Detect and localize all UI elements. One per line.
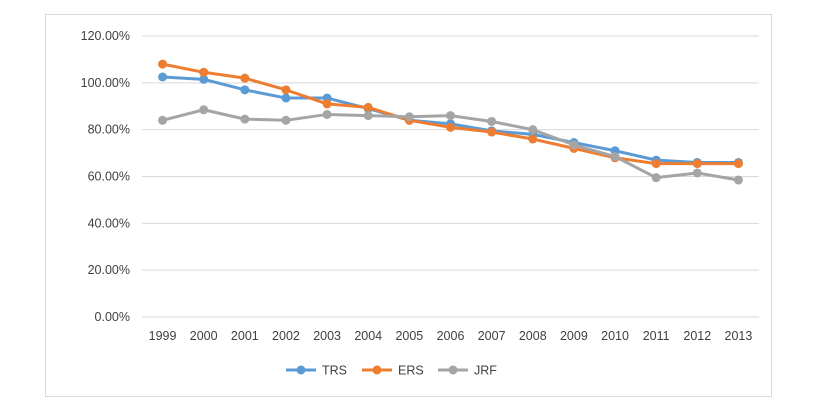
data-point-ers — [199, 67, 209, 77]
x-tick-label: 2005 — [395, 329, 423, 343]
data-point-jrf — [363, 111, 373, 121]
data-point-ers — [281, 85, 291, 95]
data-point-jrf — [733, 175, 743, 185]
x-tick-label: 2013 — [725, 329, 753, 343]
x-tick-label: 2010 — [601, 329, 629, 343]
x-tick-label: 2001 — [231, 329, 259, 343]
x-tick-label: 2007 — [478, 329, 506, 343]
x-tick-label: 2003 — [313, 329, 341, 343]
data-point-trs — [158, 72, 168, 82]
x-tick-label: 2011 — [643, 329, 670, 343]
y-tick-label: 0.00% — [95, 310, 130, 324]
data-point-ers — [446, 122, 455, 132]
data-point-ers — [692, 159, 702, 169]
data-point-jrf — [692, 168, 702, 178]
y-tick-label: 100.00% — [81, 76, 130, 90]
legend-marker-ers — [372, 365, 382, 375]
x-tick-label: 2009 — [560, 329, 588, 343]
x-tick-label: 2000 — [190, 329, 218, 343]
data-point-jrf — [322, 109, 332, 119]
legend-label-ers: ERS — [398, 364, 424, 378]
data-point-jrf — [281, 115, 291, 125]
data-point-ers — [651, 159, 661, 169]
data-point-ers — [487, 127, 497, 137]
x-tick-label: 2008 — [519, 329, 547, 343]
data-point-ers — [528, 134, 538, 144]
legend-marker-trs — [296, 365, 306, 375]
data-point-ers — [240, 73, 250, 83]
data-point-trs — [199, 74, 209, 84]
data-point-jrf — [158, 115, 168, 125]
line-chart: 0.00% 20.00% 40.00% 60.00% 80.00% 100.00% 120.… — [81, 29, 759, 378]
data-point-jrf — [569, 140, 579, 150]
data-point-jrf — [404, 112, 414, 122]
x-tick-label: 2012 — [683, 329, 711, 343]
data-point-trs — [281, 93, 291, 103]
legend-label-jrf: JRF — [474, 364, 497, 378]
x-tick-label: 2002 — [272, 329, 300, 343]
data-point-jrf — [528, 125, 538, 135]
legend-label-trs: TRS — [322, 364, 347, 378]
data-point-jrf — [651, 173, 661, 183]
legend-marker-jrf — [448, 365, 458, 375]
data-point-trs — [240, 85, 250, 95]
x-tick-label: 2006 — [437, 329, 465, 343]
data-point-ers — [733, 159, 743, 169]
data-point-ers — [322, 99, 332, 109]
data-point-jrf — [446, 111, 455, 121]
y-tick-label: 120.00% — [81, 29, 130, 43]
x-tick-label: 2004 — [354, 329, 382, 343]
x-tick-label: 1999 — [149, 329, 177, 343]
data-point-jrf — [199, 105, 209, 115]
y-tick-label: 20.00% — [88, 263, 130, 277]
data-point-ers — [363, 102, 373, 112]
y-tick-label: 40.00% — [88, 216, 130, 230]
data-point-ers — [158, 59, 168, 69]
y-tick-label: 60.00% — [88, 170, 130, 184]
chart-frame: 0.00% 20.00% 40.00% 60.00% 80.00% 100.00% 120.… — [45, 14, 772, 397]
data-point-jrf — [487, 116, 497, 126]
data-point-jrf — [240, 114, 250, 124]
y-tick-label: 80.00% — [88, 123, 130, 137]
data-point-jrf — [610, 152, 620, 162]
